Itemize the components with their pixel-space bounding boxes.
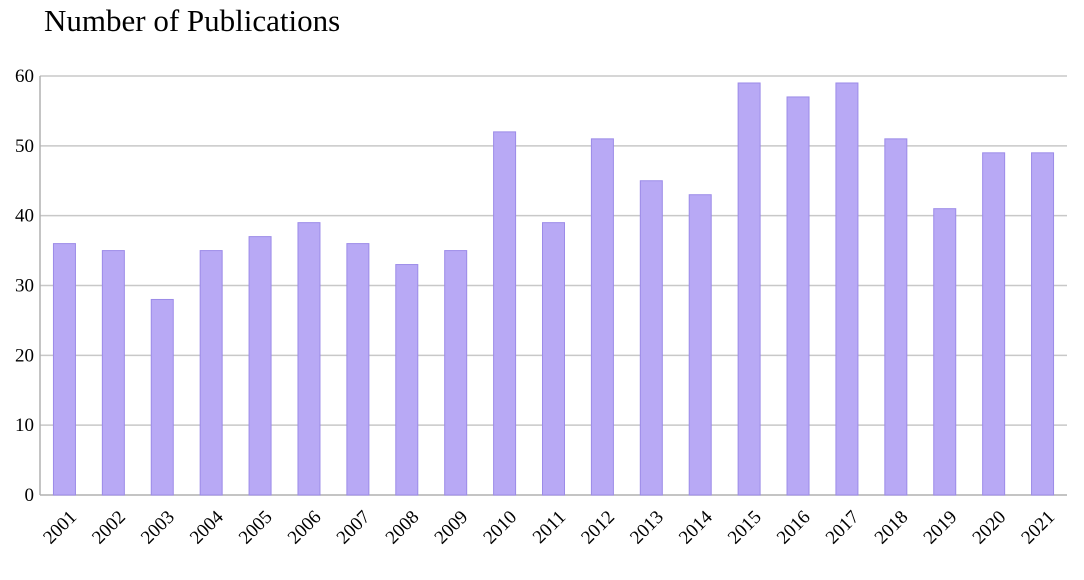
x-tick-label: 2006 xyxy=(284,507,326,549)
x-tick-label: 2015 xyxy=(724,507,766,549)
chart-title: Number of Publications xyxy=(44,3,340,38)
x-tick-label: 2003 xyxy=(137,507,179,549)
x-tick-label: 2021 xyxy=(1017,507,1059,549)
bar-2006 xyxy=(297,222,321,496)
bar-2005 xyxy=(248,236,272,496)
bar-2002 xyxy=(101,250,125,496)
y-axis-ticks: 0 10 20 30 40 50 60 xyxy=(15,66,34,506)
bar-2020 xyxy=(982,152,1006,496)
y-tick-label: 40 xyxy=(15,206,34,227)
x-tick-label: 2008 xyxy=(382,507,424,549)
x-tick-label: 2004 xyxy=(186,506,228,548)
bar-2007 xyxy=(346,243,370,496)
y-tick-label: 60 xyxy=(15,66,34,87)
x-tick-label: 2017 xyxy=(822,507,864,549)
bar-2001 xyxy=(52,243,76,496)
bar-2014 xyxy=(688,194,712,496)
y-tick-label: 0 xyxy=(25,485,35,506)
bars xyxy=(52,82,1055,496)
x-tick-label: 2011 xyxy=(529,507,570,548)
bar-2011 xyxy=(542,222,565,496)
bar-2010 xyxy=(493,131,517,496)
x-tick-label: 2018 xyxy=(871,507,913,549)
y-tick-label: 10 xyxy=(15,415,34,436)
bar-2009 xyxy=(444,250,468,496)
x-tick-label: 2014 xyxy=(675,506,717,548)
bar-2013 xyxy=(639,180,663,496)
x-tick-label: 2001 xyxy=(39,507,81,549)
x-tick-label: 2019 xyxy=(920,507,962,549)
x-tick-label: 2010 xyxy=(479,507,521,549)
bar-2019 xyxy=(933,208,957,496)
x-tick-label: 2013 xyxy=(626,507,668,549)
x-tick-label: 2007 xyxy=(333,507,375,549)
bar-2012 xyxy=(590,138,614,496)
bar-2021 xyxy=(1031,152,1055,496)
x-tick-label: 2009 xyxy=(431,507,473,549)
bar-2018 xyxy=(884,138,908,496)
y-tick-label: 30 xyxy=(15,276,34,297)
x-tick-label: 2020 xyxy=(969,507,1011,549)
x-tick-label: 2005 xyxy=(235,507,277,549)
bar-2003 xyxy=(150,298,174,496)
y-tick-label: 50 xyxy=(15,136,34,157)
bar-2004 xyxy=(199,250,223,496)
x-tick-label: 2002 xyxy=(88,507,130,549)
bar-2016 xyxy=(786,96,810,496)
bar-2008 xyxy=(395,264,419,496)
bar-2017 xyxy=(835,82,859,496)
y-tick-label: 20 xyxy=(15,345,34,366)
x-axis-ticks: 2001 2002 2003 2004 2005 2006 2007 2008 2009 2010… xyxy=(39,506,1059,548)
x-tick-label: 2016 xyxy=(773,507,815,549)
bar-2015 xyxy=(737,82,761,496)
x-tick-label: 2012 xyxy=(577,507,619,549)
